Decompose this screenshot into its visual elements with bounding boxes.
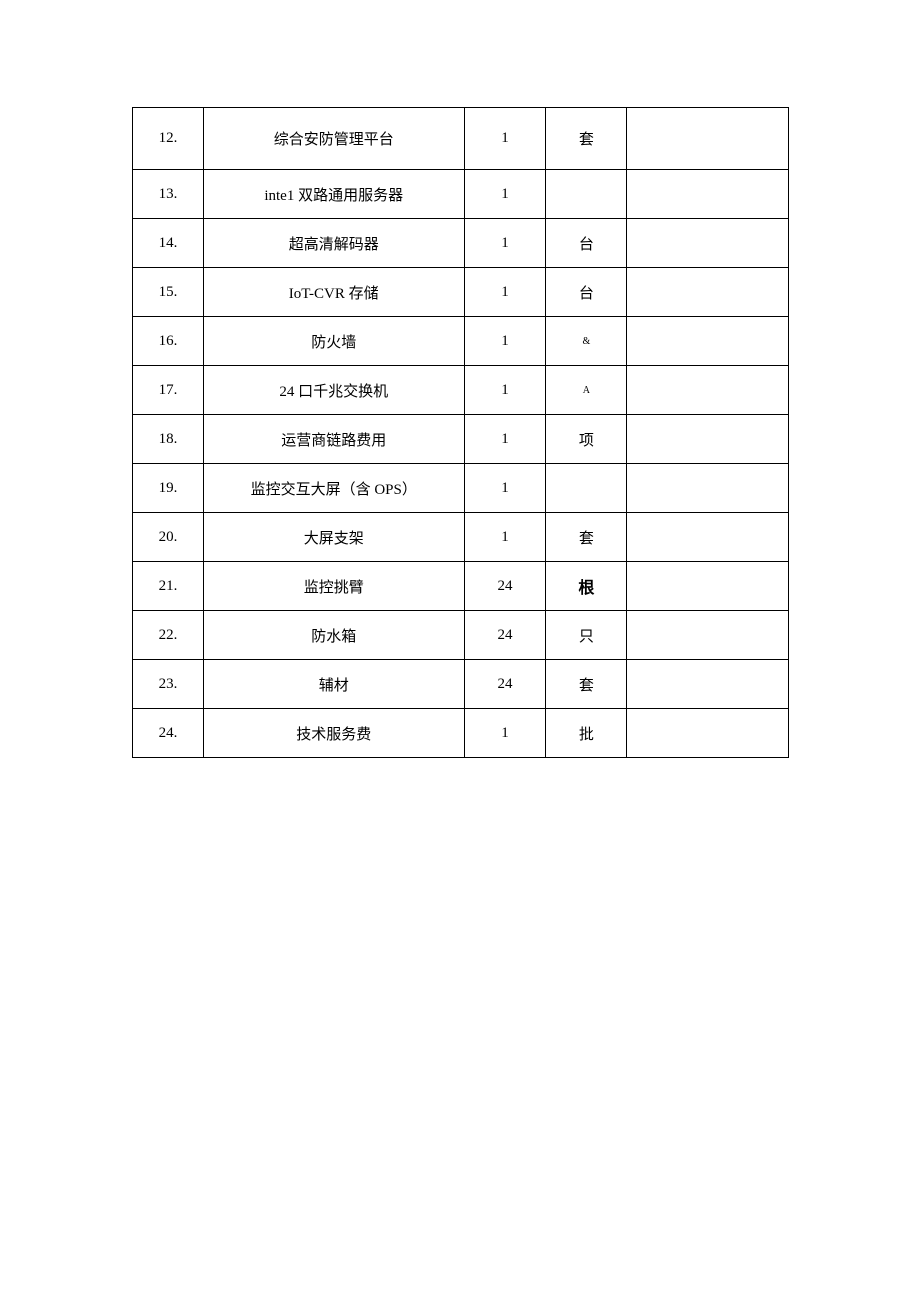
cell-index: 24. [133, 709, 204, 758]
table-row: 23. 辅材 24 套 [133, 660, 789, 709]
cell-unit: 项 [546, 415, 627, 464]
cell-qty: 1 [464, 709, 546, 758]
cell-unit: 台 [546, 268, 627, 317]
cell-qty: 1 [464, 415, 546, 464]
cell-name: inte1 双路通用服务器 [203, 170, 464, 219]
cell-unit: 套 [546, 513, 627, 562]
cell-index: 15. [133, 268, 204, 317]
table-row: 22. 防水箱 24 只 [133, 611, 789, 660]
cell-qty: 1 [464, 108, 546, 170]
table-row: 12. 综合安防管理平台 1 套 [133, 108, 789, 170]
cell-qty: 1 [464, 170, 546, 219]
cell-remark [627, 611, 789, 660]
cell-remark [627, 170, 789, 219]
cell-remark [627, 709, 789, 758]
table-row: 18. 运营商链路费用 1 项 [133, 415, 789, 464]
table-row: 16. 防火墙 1 & [133, 317, 789, 366]
cell-index: 22. [133, 611, 204, 660]
cell-unit: 批 [546, 709, 627, 758]
cell-name: IoT-CVR 存储 [203, 268, 464, 317]
cell-name: 辅材 [203, 660, 464, 709]
cell-qty: 24 [464, 660, 546, 709]
cell-remark [627, 268, 789, 317]
cell-unit: 根 [546, 562, 627, 611]
cell-name: 监控交互大屏（含 OPS） [203, 464, 464, 513]
cell-name: 监控挑臂 [203, 562, 464, 611]
cell-unit: A [546, 366, 627, 415]
cell-remark [627, 415, 789, 464]
cell-qty: 1 [464, 464, 546, 513]
cell-name: 防火墙 [203, 317, 464, 366]
cell-index: 23. [133, 660, 204, 709]
cell-index: 17. [133, 366, 204, 415]
cell-unit: 套 [546, 660, 627, 709]
cell-index: 14. [133, 219, 204, 268]
cell-remark [627, 660, 789, 709]
table-row: 15. IoT-CVR 存储 1 台 [133, 268, 789, 317]
cell-unit [546, 464, 627, 513]
cell-index: 16. [133, 317, 204, 366]
table-row: 24. 技术服务费 1 批 [133, 709, 789, 758]
table-row: 20. 大屏支架 1 套 [133, 513, 789, 562]
cell-remark [627, 317, 789, 366]
cell-unit: 台 [546, 219, 627, 268]
cell-qty: 1 [464, 366, 546, 415]
cell-qty: 1 [464, 219, 546, 268]
cell-remark [627, 513, 789, 562]
cell-qty: 24 [464, 562, 546, 611]
cell-remark [627, 366, 789, 415]
cell-qty: 1 [464, 317, 546, 366]
cell-unit [546, 170, 627, 219]
cell-name: 超高清解码器 [203, 219, 464, 268]
cell-name: 24 口千兆交换机 [203, 366, 464, 415]
cell-remark [627, 108, 789, 170]
cell-index: 20. [133, 513, 204, 562]
cell-qty: 24 [464, 611, 546, 660]
cell-unit: 套 [546, 108, 627, 170]
cell-index: 19. [133, 464, 204, 513]
cell-index: 12. [133, 108, 204, 170]
cell-name: 技术服务费 [203, 709, 464, 758]
cell-name: 综合安防管理平台 [203, 108, 464, 170]
cell-index: 18. [133, 415, 204, 464]
cell-remark [627, 219, 789, 268]
table-row: 14. 超高清解码器 1 台 [133, 219, 789, 268]
cell-name: 大屏支架 [203, 513, 464, 562]
cell-name: 运营商链路费用 [203, 415, 464, 464]
table-row: 19. 监控交互大屏（含 OPS） 1 [133, 464, 789, 513]
table-row: 21. 监控挑臂 24 根 [133, 562, 789, 611]
table-row: 17. 24 口千兆交换机 1 A [133, 366, 789, 415]
cell-unit: 只 [546, 611, 627, 660]
cell-index: 13. [133, 170, 204, 219]
table-row: 13. inte1 双路通用服务器 1 [133, 170, 789, 219]
cell-remark [627, 562, 789, 611]
cell-qty: 1 [464, 513, 546, 562]
cell-name: 防水箱 [203, 611, 464, 660]
cell-unit: & [546, 317, 627, 366]
cell-index: 21. [133, 562, 204, 611]
cell-qty: 1 [464, 268, 546, 317]
cell-remark [627, 464, 789, 513]
equipment-table: 12. 综合安防管理平台 1 套 13. inte1 双路通用服务器 1 14.… [132, 107, 789, 758]
